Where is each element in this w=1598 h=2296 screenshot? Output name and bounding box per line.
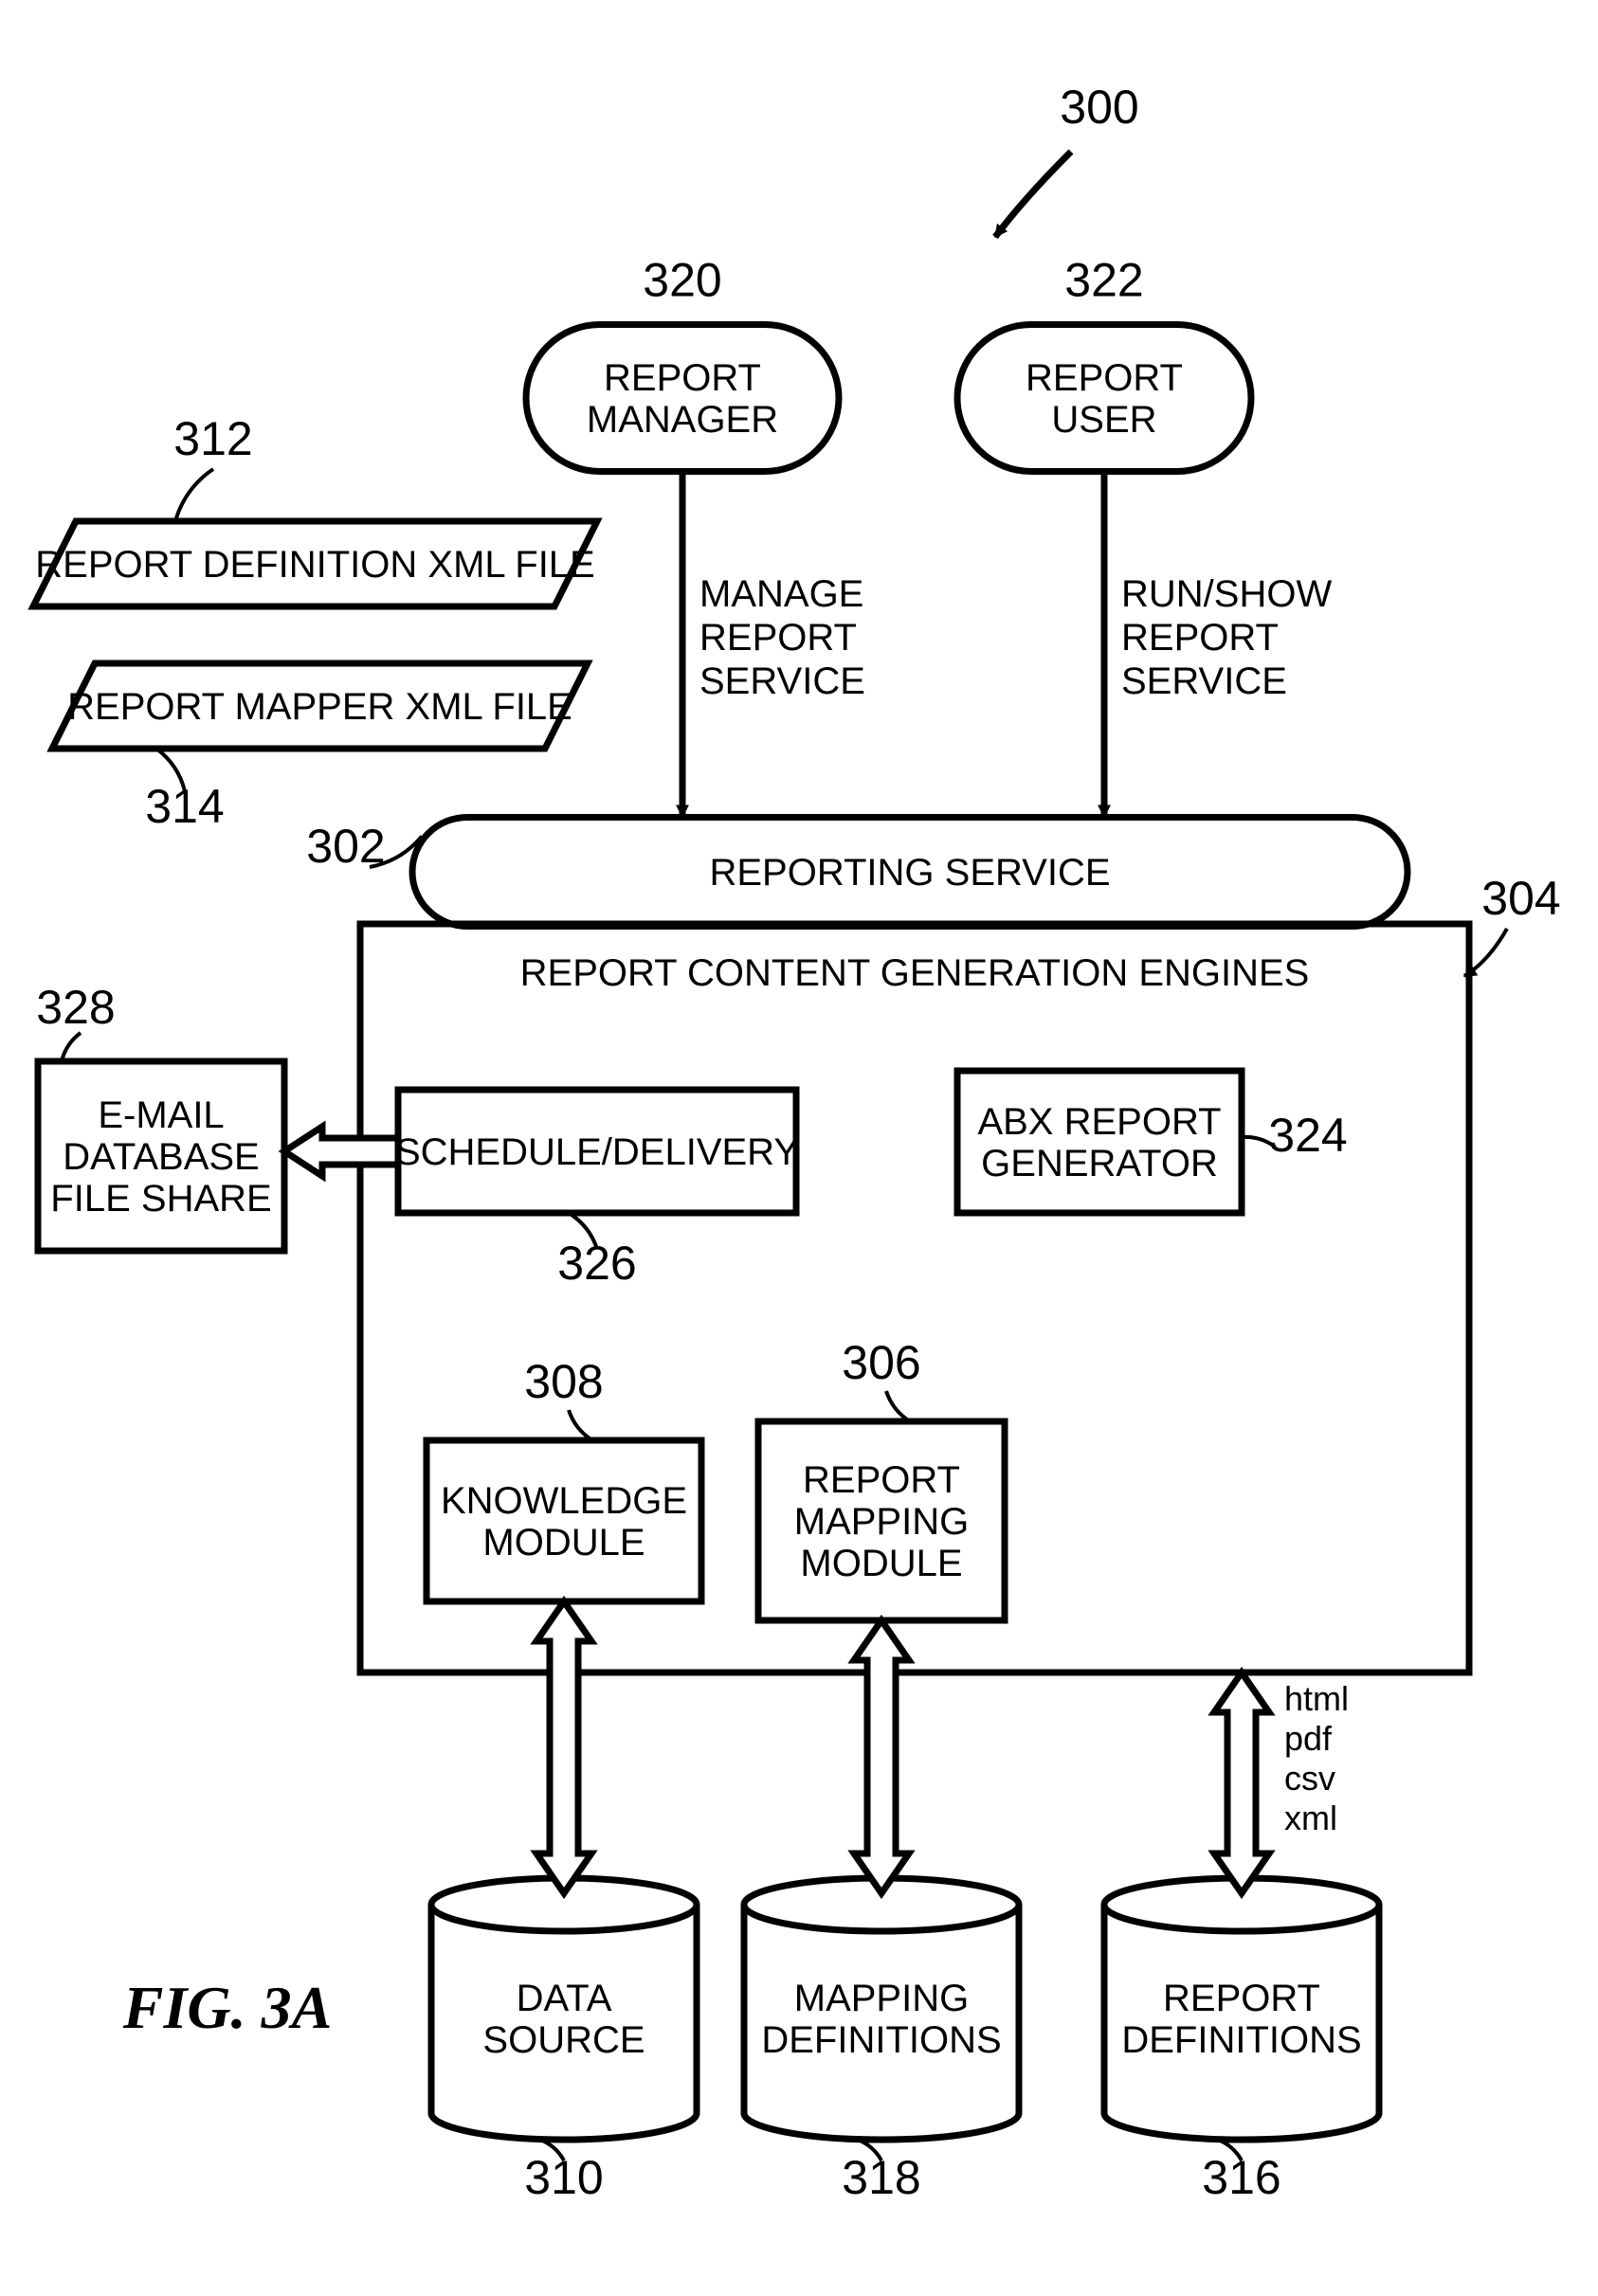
svg-text:308: 308 [524, 1355, 603, 1408]
svg-text:REPORT MAPPER XML FILE: REPORT MAPPER XML FILE [67, 686, 572, 728]
svg-text:REPORT DEFINITION XML FILE: REPORT DEFINITION XML FILE [35, 544, 594, 586]
svg-text:MAPPING: MAPPING [794, 1501, 969, 1543]
svg-text:REPORT: REPORT [604, 357, 761, 399]
svg-text:300: 300 [1060, 81, 1138, 134]
svg-text:ABX REPORT: ABX REPORT [977, 1101, 1221, 1143]
svg-text:REPORT: REPORT [1026, 357, 1183, 399]
svg-text:MODULE: MODULE [482, 1522, 645, 1564]
svg-text:E-MAIL: E-MAIL [98, 1094, 224, 1136]
svg-text:FIG. 3A: FIG. 3A [122, 1974, 333, 2041]
svg-text:304: 304 [1481, 872, 1560, 925]
svg-text:csv: csv [1284, 1759, 1335, 1798]
svg-text:FILE SHARE: FILE SHARE [50, 1178, 271, 1220]
svg-text:DATABASE: DATABASE [63, 1136, 259, 1178]
svg-text:328: 328 [36, 981, 115, 1034]
svg-text:KNOWLEDGE: KNOWLEDGE [441, 1480, 687, 1522]
svg-text:REPORT: REPORT [1163, 1978, 1320, 2019]
svg-text:RUN/SHOW: RUN/SHOW [1121, 573, 1332, 615]
svg-text:SCHEDULE/DELIVERY: SCHEDULE/DELIVERY [395, 1131, 799, 1173]
svg-text:REPORT: REPORT [1121, 617, 1279, 659]
svg-text:SERVICE: SERVICE [1121, 660, 1287, 702]
svg-text:html: html [1284, 1679, 1349, 1718]
svg-text:REPORT: REPORT [699, 617, 857, 659]
svg-text:GENERATOR: GENERATOR [981, 1143, 1218, 1184]
svg-text:REPORTING SERVICE: REPORTING SERVICE [709, 852, 1110, 894]
svg-text:324: 324 [1268, 1109, 1347, 1162]
svg-text:xml: xml [1284, 1799, 1337, 1837]
svg-text:322: 322 [1064, 254, 1143, 307]
svg-text:SERVICE: SERVICE [699, 660, 865, 702]
svg-text:DEFINITIONS: DEFINITIONS [761, 2019, 1001, 2061]
svg-text:MODULE: MODULE [800, 1543, 962, 1584]
svg-text:MANAGE: MANAGE [699, 573, 863, 615]
svg-text:312: 312 [173, 412, 252, 465]
svg-text:306: 306 [842, 1336, 920, 1389]
svg-text:USER: USER [1051, 399, 1156, 441]
svg-text:DEFINITIONS: DEFINITIONS [1121, 2019, 1361, 2061]
svg-text:REPORT CONTENT GENERATION ENGI: REPORT CONTENT GENERATION ENGINES [520, 952, 1310, 994]
svg-text:REPORT: REPORT [803, 1459, 960, 1501]
svg-text:MAPPING: MAPPING [794, 1978, 969, 2019]
svg-text:SOURCE: SOURCE [482, 2019, 645, 2061]
svg-text:320: 320 [643, 254, 721, 307]
svg-text:pdf: pdf [1284, 1719, 1333, 1758]
diagram-canvas: 300REPORTMANAGER320REPORTUSER322REPORTIN… [0, 0, 1598, 2296]
svg-text:DATA: DATA [517, 1978, 612, 2019]
svg-text:MANAGER: MANAGER [587, 399, 778, 441]
